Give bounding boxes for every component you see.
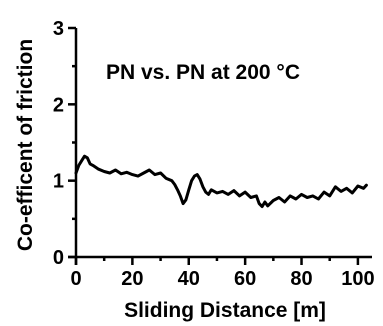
y-tick-label: 2 bbox=[53, 94, 64, 116]
y-tick-label: 0 bbox=[53, 247, 64, 269]
x-tick-label: 100 bbox=[341, 268, 374, 290]
x-axis-title: Sliding Distance [m] bbox=[124, 299, 326, 322]
x-tick-label: 40 bbox=[178, 268, 200, 290]
x-tick-label: 80 bbox=[290, 268, 312, 290]
y-tick-label: 1 bbox=[53, 171, 64, 193]
x-tick-label: 20 bbox=[121, 268, 143, 290]
chart-annotation: PN vs. PN at 200 °C bbox=[106, 61, 300, 84]
y-axis-title: Co-efficent of friction bbox=[14, 39, 37, 251]
axes: 0 1 2 3 0 20 40 60 80 100 bbox=[53, 18, 375, 290]
series-line-0 bbox=[74, 154, 368, 209]
x-tick-label: 0 bbox=[70, 268, 81, 290]
series-group bbox=[74, 154, 368, 209]
x-tick-label: 60 bbox=[234, 268, 256, 290]
y-tick-label: 3 bbox=[53, 18, 64, 40]
